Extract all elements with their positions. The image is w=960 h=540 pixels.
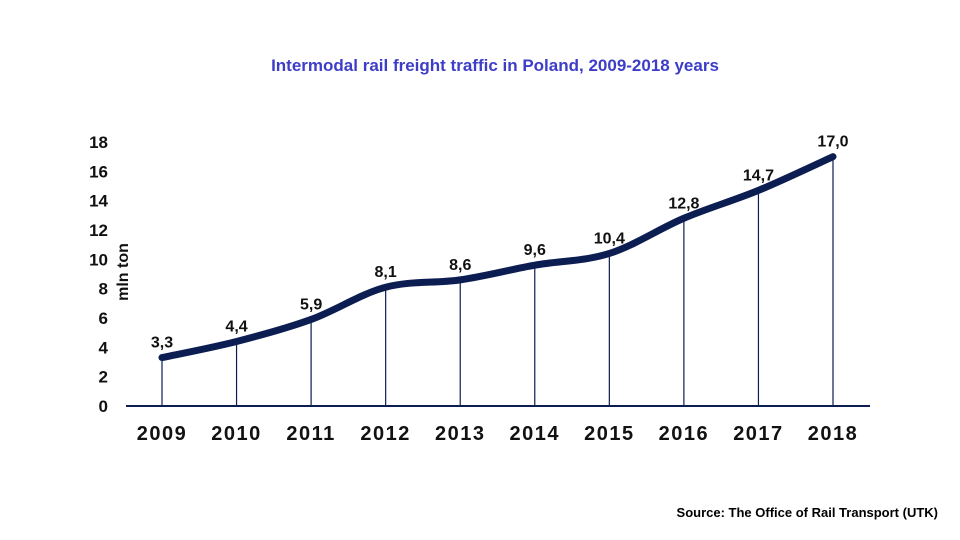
data-label: 12,8 — [668, 195, 699, 212]
data-label: 8,6 — [449, 257, 471, 274]
data-label: 8,1 — [375, 264, 397, 281]
x-tick-label: 2015 — [584, 423, 635, 445]
y-tick-label: 6 — [99, 309, 108, 328]
x-tick-label: 2017 — [733, 423, 784, 445]
data-label: 14,7 — [743, 167, 774, 184]
y-tick-label: 18 — [89, 133, 108, 152]
data-label: 10,4 — [594, 230, 625, 247]
x-tick-label: 2011 — [286, 423, 335, 445]
chart-title: Intermodal rail freight traffic in Polan… — [271, 56, 719, 75]
y-axis-label: mln ton — [115, 243, 132, 301]
data-label: 5,9 — [300, 296, 322, 313]
series-line — [158, 153, 837, 362]
x-tick-label: 2012 — [360, 423, 411, 445]
y-tick-label: 4 — [99, 338, 109, 357]
y-tick-label: 16 — [89, 162, 108, 181]
data-label: 4,4 — [225, 318, 247, 335]
y-tick-label: 8 — [99, 280, 108, 299]
x-tick-label: 2018 — [808, 423, 859, 445]
y-tick-label: 10 — [89, 250, 108, 269]
y-tick-label: 12 — [89, 221, 108, 240]
x-tick-label: 2009 — [137, 423, 188, 445]
y-tick-label: 14 — [89, 192, 108, 211]
y-tick-label: 0 — [99, 397, 108, 416]
data-label: 17,0 — [817, 134, 848, 151]
data-label: 3,3 — [151, 335, 173, 352]
x-tick-label: 2013 — [435, 423, 486, 445]
x-tick-label: 2010 — [211, 423, 262, 445]
y-tick-label: 2 — [99, 368, 108, 387]
source-note: Source: The Office of Rail Transport (UT… — [676, 505, 938, 520]
data-label: 9,6 — [524, 242, 546, 259]
x-tick-label: 2014 — [510, 423, 561, 445]
x-tick-label: 2016 — [659, 423, 710, 445]
